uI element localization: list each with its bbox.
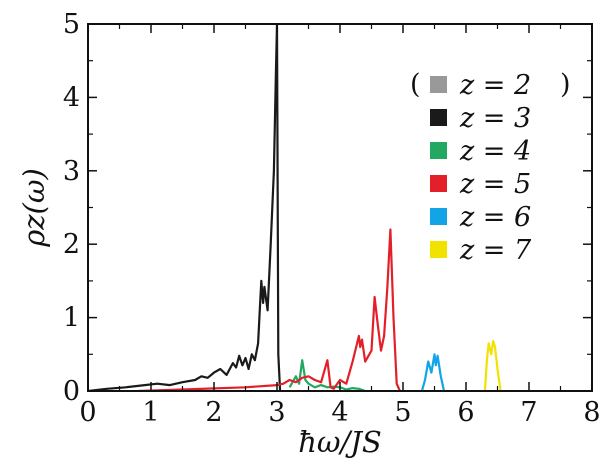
x-tick-label: 0 <box>79 397 96 428</box>
legend-open-paren: ( <box>410 69 421 100</box>
y-axis-label: ρz(ω) <box>17 168 51 248</box>
series-line-z-4 <box>288 359 366 391</box>
x-tick-label: 1 <box>142 397 159 428</box>
legend-swatch <box>430 142 447 159</box>
series-line-z-7 <box>483 340 502 391</box>
y-tick-label: 1 <box>63 303 80 334</box>
x-tick-label: 6 <box>457 397 474 428</box>
ticks-layer: 0 1 2 3 4 5 6 7 8 0 1 2 3 4 5 <box>63 9 601 428</box>
legend-item: z = 3 <box>430 103 531 134</box>
series-layer <box>88 24 502 391</box>
legend-label: z = 5 <box>459 169 531 200</box>
x-tick-label: 7 <box>520 397 537 428</box>
legend-item: z = 5 <box>430 169 531 200</box>
legend: ( z = 2) z = 3z = 4z = 5z = 6z = 7 <box>410 69 571 266</box>
legend-close-paren: ) <box>560 69 571 100</box>
x-tick-label: 8 <box>583 397 600 428</box>
x-tick-label: 3 <box>268 397 285 428</box>
legend-label: z = 4 <box>459 136 531 167</box>
y-tick-label: 4 <box>63 82 80 113</box>
legend-label: z = 7 <box>459 235 532 266</box>
legend-swatch <box>430 109 447 126</box>
legend-label: z = 3 <box>459 103 531 134</box>
x-axis-label: ħω/JS <box>298 425 382 459</box>
legend-item: z = 6 <box>430 202 531 233</box>
x-tick-label: 5 <box>394 397 411 428</box>
y-tick-label: 5 <box>63 9 80 40</box>
y-tick-label: 0 <box>63 376 80 407</box>
legend-swatch <box>430 76 447 93</box>
legend-swatch <box>430 208 447 225</box>
y-tick-label: 3 <box>63 156 80 187</box>
legend-item: ( z = 2) <box>410 69 571 101</box>
series-line-z-3 <box>88 24 282 391</box>
legend-swatch <box>430 241 447 258</box>
x-tick-label: 2 <box>205 397 222 428</box>
y-tick-label: 2 <box>63 229 80 260</box>
legend-swatch <box>430 175 447 192</box>
legend-item: z = 4 <box>430 136 531 167</box>
legend-label: z = 2 <box>459 70 531 101</box>
series-line-z-6 <box>420 353 446 391</box>
legend-item: z = 7 <box>430 235 532 266</box>
series-line-z-5 <box>138 228 401 391</box>
x-tick-label: 4 <box>331 397 348 428</box>
legend-label: z = 6 <box>459 202 531 233</box>
